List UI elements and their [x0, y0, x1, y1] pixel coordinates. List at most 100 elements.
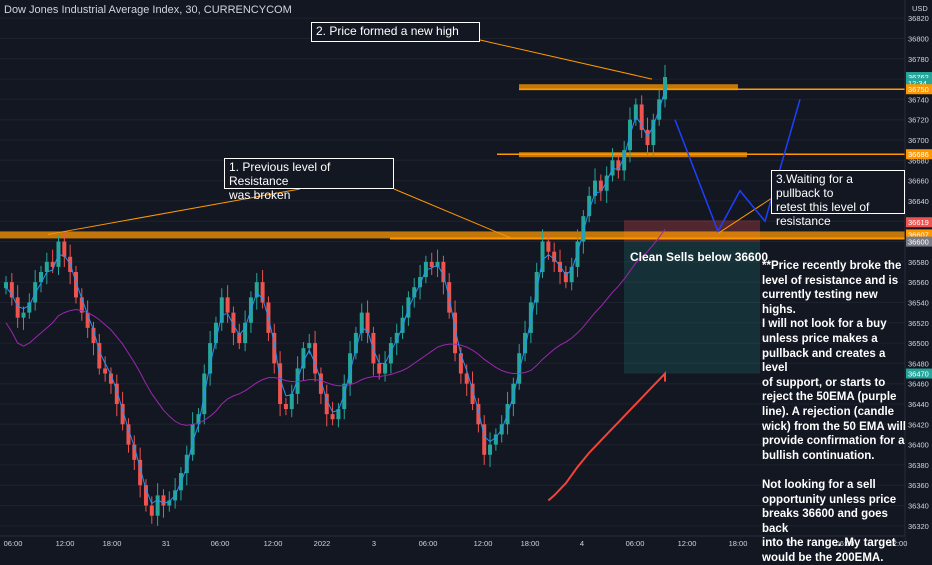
ema50-line: [5, 229, 666, 426]
candle-body: [633, 104, 638, 120]
time-tick-label: 18:00: [103, 539, 122, 548]
candle-body: [254, 282, 259, 298]
candle-body: [482, 424, 487, 455]
price-tick-label: 36500: [908, 339, 929, 348]
clean-sells-label: Clean Sells below 36600: [630, 250, 769, 264]
candle-body: [458, 353, 463, 374]
time-tick-label: 06:00: [211, 539, 230, 548]
price-label: 36686: [908, 150, 929, 159]
time-tick-label: 3: [372, 539, 376, 548]
candle-body: [429, 261, 434, 267]
candle-body: [167, 500, 172, 506]
time-tick-label: 5: [788, 539, 792, 548]
price-tick-label: 36420: [908, 420, 929, 429]
candle-body: [336, 409, 341, 420]
candle-body: [126, 424, 131, 445]
candle-body: [534, 272, 539, 303]
candle-body: [476, 404, 481, 425]
candle-body: [149, 505, 154, 516]
candle-body: [324, 393, 329, 415]
candle-body: [523, 332, 528, 354]
candle-body: [114, 383, 119, 404]
candle-body: [365, 312, 370, 333]
candle-body: [348, 353, 353, 384]
candle-body: [616, 160, 621, 171]
candle-body: [581, 216, 586, 242]
candle-body: [50, 261, 55, 267]
price-label-bg: [906, 368, 932, 379]
candle-body: [21, 312, 26, 318]
time-axis[interactable]: 06:00 12:00 18:00 31 06:00 12:00 2022 3 06:00 12:…: [0, 535, 907, 550]
candle-body: [307, 343, 312, 349]
candle-body: [383, 363, 388, 374]
price-tick-label: 36520: [908, 319, 929, 328]
price-tick-label: 36640: [908, 197, 929, 206]
price-tick-label: 36700: [908, 136, 929, 145]
price-axis[interactable]: USD3682036800367803676036740367203670036…: [904, 0, 932, 550]
candle-body: [546, 241, 551, 252]
time-tick-label: 12:00: [56, 539, 75, 548]
time-tick-label: 12:00: [264, 539, 283, 548]
sells-zone-green: [624, 241, 760, 374]
candle-body: [604, 175, 609, 191]
resistance-levels: [0, 84, 905, 240]
price-label-bg: [906, 149, 932, 160]
candle-body: [231, 312, 236, 333]
candle-body: [132, 444, 137, 460]
price-tick-label: 36580: [908, 258, 929, 267]
candle-body: [598, 180, 603, 191]
price-tick-label: 36800: [908, 34, 929, 43]
ema200-line: [547, 371, 666, 502]
candle-body: [225, 297, 230, 313]
candle-body: [470, 383, 475, 404]
time-tick-label: 06:00: [836, 539, 855, 548]
price-label-bg: [906, 84, 932, 95]
callout-line-left: [47, 188, 301, 235]
time-axis-bg: [0, 536, 905, 550]
candle-body: [517, 353, 522, 384]
candle-body: [79, 297, 84, 313]
candle-body: [388, 343, 393, 364]
candle-body: [639, 104, 644, 130]
annotation-resistance-broken: 1. Previous level of Resistance was brok…: [224, 158, 394, 202]
time-tick-label: 18:00: [521, 539, 540, 548]
candle-body: [73, 272, 78, 298]
price-label: 36762: [908, 73, 929, 82]
candle-body: [540, 241, 545, 272]
candle-body: [318, 373, 323, 394]
price-label-bg: [906, 78, 932, 89]
candle-body: [651, 119, 656, 146]
price-tick-label: 36780: [908, 55, 929, 64]
time-tick-label: 18:00: [729, 539, 748, 548]
candle-body: [196, 414, 201, 425]
candle-body: [9, 282, 14, 298]
candle-body: [587, 195, 592, 217]
candle-body: [289, 393, 294, 410]
annotation-pullback: 3.Waiting for a pullback to retest this …: [771, 170, 905, 228]
candle-body: [593, 180, 598, 196]
candle-body: [184, 454, 189, 474]
candle-body: [190, 424, 195, 455]
price-label: 36619: [908, 218, 929, 227]
candle-body: [359, 312, 364, 333]
candle-body: [394, 332, 399, 344]
time-tick-label: 06:00: [4, 539, 23, 548]
candle-body: [219, 297, 224, 323]
candle-body: [38, 272, 43, 283]
annotation-new-high: 2. Price formed a new high: [311, 22, 480, 42]
candle-body: [342, 383, 347, 410]
callout-line-pullback: [717, 197, 773, 234]
level-36750-band: [519, 84, 738, 91]
price-tick-label: 36820: [908, 14, 929, 23]
candle-body: [558, 261, 563, 272]
price-tick-label: 36320: [908, 522, 929, 531]
candle-body: [610, 160, 615, 176]
analysis-note: **Price recently broke the level of resi…: [762, 260, 906, 564]
price-label: 36470: [908, 370, 929, 379]
price-tick-label: 36400: [908, 441, 929, 450]
moving-averages: [5, 90, 666, 505]
candle-body: [418, 277, 423, 288]
candle-body: [138, 459, 143, 486]
price-tick-label: 36340: [908, 502, 929, 511]
chart-canvas[interactable]: USD3682036800367803676036740367203670036…: [0, 0, 932, 550]
